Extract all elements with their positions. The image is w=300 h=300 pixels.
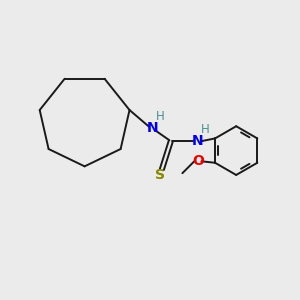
Text: S: S xyxy=(155,168,165,182)
Text: N: N xyxy=(192,134,203,148)
Text: N: N xyxy=(147,121,158,135)
Text: H: H xyxy=(155,110,164,123)
Text: O: O xyxy=(192,154,204,168)
Text: H: H xyxy=(201,123,209,136)
